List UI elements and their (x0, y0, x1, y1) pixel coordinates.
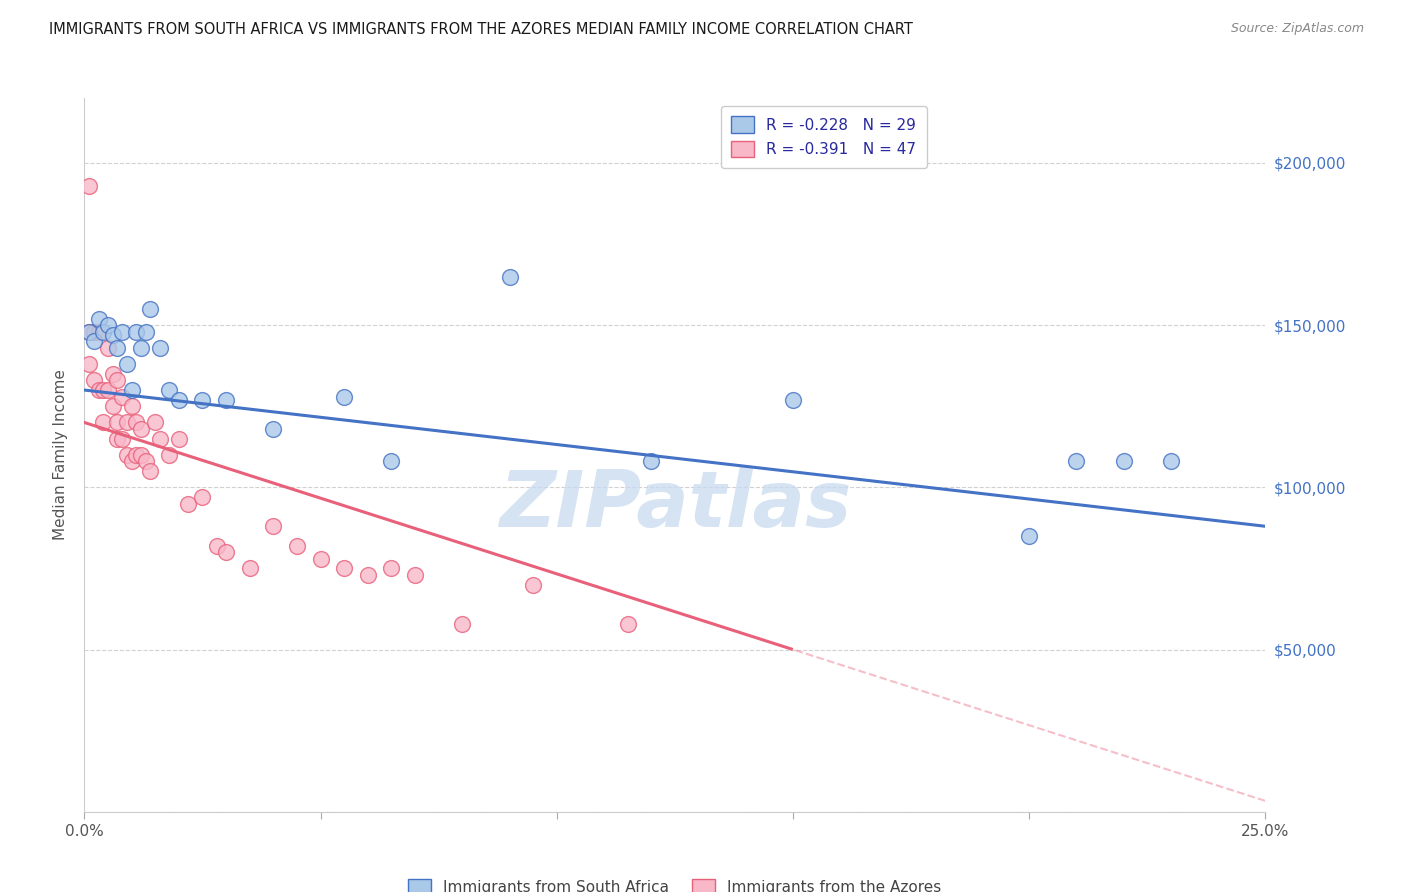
Point (101, 399, 124, 413)
Point (97, 318, 120, 333)
Point (167, 392, 190, 407)
Point (191, 392, 214, 407)
Point (115, 357, 138, 371)
Point (309, 551, 332, 566)
Point (101, 367, 124, 381)
Point (111, 432, 134, 446)
Point (83, 325, 105, 339)
Point (91, 383, 114, 397)
Point (83, 373, 105, 387)
Point (149, 341, 172, 355)
Point (157, 448, 180, 462)
Point (498, 269, 520, 284)
Point (111, 390, 134, 404)
Point (77, 325, 100, 339)
Point (97, 383, 120, 397)
Point (77, 357, 100, 371)
Point (357, 568, 380, 582)
Point (91, 416, 114, 430)
Point (129, 448, 152, 462)
Point (83, 334, 105, 349)
Point (135, 454, 157, 468)
Point (1112, 454, 1135, 468)
Point (115, 416, 138, 430)
Point (87, 311, 110, 326)
Point (107, 416, 129, 430)
Point (77, 325, 100, 339)
Point (215, 392, 238, 407)
Point (239, 561, 262, 575)
Point (215, 545, 238, 559)
Point (451, 616, 474, 631)
Point (139, 464, 162, 478)
Point (333, 561, 356, 575)
Point (522, 577, 544, 591)
Point (87, 383, 110, 397)
Point (285, 539, 308, 553)
Y-axis label: Median Family Income: Median Family Income (53, 369, 69, 541)
Text: IMMIGRANTS FROM SOUTH AFRICA VS IMMIGRANTS FROM THE AZORES MEDIAN FAMILY INCOME : IMMIGRANTS FROM SOUTH AFRICA VS IMMIGRAN… (49, 22, 912, 37)
Point (616, 616, 638, 631)
Point (107, 373, 129, 387)
Point (205, 539, 228, 553)
Point (782, 392, 804, 407)
Point (97, 341, 120, 355)
Point (125, 416, 148, 430)
Text: Source: ZipAtlas.com: Source: ZipAtlas.com (1230, 22, 1364, 36)
Point (115, 448, 138, 462)
Point (87, 325, 110, 339)
Point (1018, 529, 1040, 543)
Point (262, 422, 284, 436)
Point (107, 341, 129, 355)
Point (129, 341, 152, 355)
Text: ZIPatlas: ZIPatlas (499, 467, 851, 543)
Point (91, 325, 114, 339)
Point (107, 432, 129, 446)
Point (135, 325, 157, 339)
Point (404, 568, 426, 582)
Point (111, 325, 134, 339)
Point (125, 325, 148, 339)
Point (262, 519, 284, 533)
Point (121, 454, 143, 468)
Point (380, 454, 402, 468)
Point (129, 422, 152, 436)
Point (77, 178, 100, 193)
Point (121, 399, 143, 413)
Point (640, 454, 662, 468)
Point (143, 416, 166, 430)
Point (101, 327, 124, 342)
Point (167, 432, 190, 446)
Point (380, 561, 402, 575)
Point (157, 383, 180, 397)
Point (121, 383, 143, 397)
Point (191, 490, 214, 504)
Point (177, 497, 200, 511)
Point (1160, 454, 1182, 468)
Point (125, 448, 148, 462)
Point (149, 432, 172, 446)
Point (139, 301, 162, 316)
Legend: Immigrants from South Africa, Immigrants from the Azores: Immigrants from South Africa, Immigrants… (402, 873, 948, 892)
Point (333, 390, 356, 404)
Point (1066, 454, 1088, 468)
